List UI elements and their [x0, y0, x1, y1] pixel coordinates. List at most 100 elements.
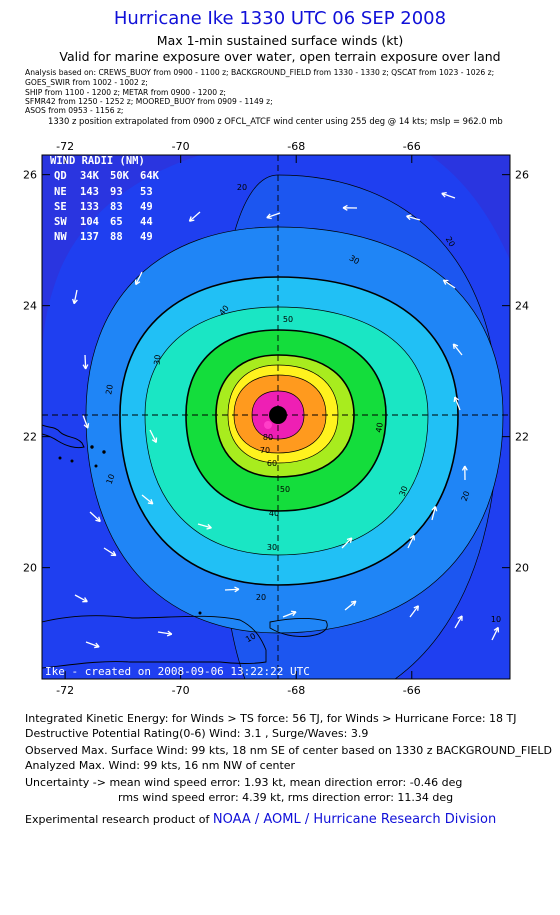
- subtitle-units: Max 1-min sustained surface winds (kt): [156, 33, 404, 48]
- y-tick-label-right: 22: [515, 431, 529, 444]
- wind-arrow: [441, 191, 456, 199]
- contour-label-50: 50: [283, 315, 293, 324]
- x-tick-label-top: -68: [287, 140, 305, 153]
- wind-contour-map: 1010102020202020303030304040405050607080…: [23, 140, 529, 697]
- wind-radii-col-34k: 34K: [80, 170, 100, 182]
- wind-arrow: [409, 605, 420, 618]
- x-tick-label-bottom: -66: [403, 684, 421, 697]
- x-tick-label-top: -66: [403, 140, 421, 153]
- wind-arrow: [407, 534, 415, 549]
- credit-line: Experimental research product of NOAA / …: [25, 812, 496, 827]
- wind-radii-cell: 53: [140, 186, 153, 198]
- wind-arrow: [188, 211, 201, 222]
- contour-label-40: 40: [374, 422, 385, 434]
- created-label: Ike - created on 2008-09-06 13:22:22 UTC: [45, 665, 310, 678]
- wind-radii-cell: 104: [80, 216, 99, 228]
- analyzed-max-wind-line: Analyzed Max. Wind: 99 kts, 16 nm NW of …: [25, 759, 296, 772]
- wind-arrow: [282, 610, 297, 618]
- wind-arrow: [82, 414, 90, 429]
- wind-arrow: [266, 212, 281, 220]
- contour-label-20: 20: [460, 490, 472, 503]
- ike-line: Integrated Kinetic Energy: for Winds > T…: [25, 712, 517, 725]
- y-tick-label-right: 24: [515, 300, 529, 313]
- wind-arrow: [74, 594, 88, 603]
- analysis-line: ASOS from 0953 - 1156 z;: [25, 106, 124, 115]
- contour-label-30: 30: [398, 485, 410, 498]
- contour-label-20: 20: [444, 235, 457, 248]
- contour-label-80: 80: [263, 433, 273, 442]
- wind-radii-col-50k: 50K: [110, 170, 130, 182]
- x-tick-label-top: -70: [172, 140, 190, 153]
- nw-low-wind-corner: [42, 155, 200, 360]
- analysis-line: SHIP from 1100 - 1200 z; METAR from 0900…: [25, 88, 226, 97]
- wind-arrow: [406, 214, 421, 221]
- wind-radii-cell: 88: [110, 231, 123, 243]
- analysis-line: SFMR42 from 1250 - 1252 z; MOORED_BUOY f…: [25, 97, 273, 106]
- wind-arrow: [157, 630, 173, 637]
- wind-arrow: [342, 204, 358, 211]
- wind-arrow: [134, 271, 143, 286]
- wind-arrow: [452, 343, 463, 356]
- wind-radii-cell: 44: [140, 216, 153, 228]
- uncertainty-line: Uncertainty -> mean wind speed error: 1.…: [25, 776, 463, 789]
- contour-label-40: 40: [269, 509, 279, 518]
- y-tick-label-left: 26: [23, 169, 37, 182]
- contour-label-30: 30: [267, 543, 277, 552]
- contour-label-30: 30: [153, 354, 163, 365]
- wind-arrow: [103, 547, 117, 557]
- wind-arrow: [344, 600, 357, 611]
- contour-label-20: 20: [104, 384, 115, 396]
- subtitle-validity: Valid for marine exposure over water, op…: [59, 49, 501, 64]
- wind-radii-cell: 65: [110, 216, 123, 228]
- contour-label-60: 60: [267, 459, 277, 468]
- x-tick-label-bottom: -70: [172, 684, 190, 697]
- credit-prefix: Experimental research product of: [25, 813, 213, 826]
- wind-radii-cell: NW: [54, 231, 67, 243]
- x-tick-label-bottom: -72: [56, 684, 74, 697]
- max-wind-core: [264, 421, 272, 429]
- wind-arrow: [442, 279, 456, 289]
- analysis-line: Analysis based on: CREWS_BUOY from 0900 …: [25, 68, 495, 77]
- wind-vectors: [72, 191, 500, 649]
- contour-label-10: 10: [244, 631, 257, 644]
- wind-arrow: [431, 505, 438, 521]
- x-tick-label-top: -72: [56, 140, 74, 153]
- ne-low-wind-corner: [430, 155, 510, 260]
- contour-label-30: 30: [348, 253, 361, 266]
- wind-arrow: [491, 626, 500, 641]
- wind-radii-table: WIND RADII (NM) QD 34K 50K 64K NE 143 93 53…: [50, 155, 160, 243]
- contour-label-70: 70: [260, 446, 270, 455]
- analysis-line: GOES_SWIR from 1002 - 1002 z;: [25, 78, 148, 87]
- wind-radii-header: WIND RADII (NM): [50, 155, 145, 167]
- position-note: 1330 z position extrapolated from 0900 z…: [48, 116, 503, 126]
- wind-arrow: [72, 289, 78, 305]
- page-title: Hurricane Ike 1330 UTC 06 SEP 2008: [113, 8, 447, 29]
- wind-radii-cell: 49: [140, 231, 153, 243]
- x-tick-label-bottom: -68: [287, 684, 305, 697]
- credit-org-link[interactable]: NOAA / AOML / Hurricane Research Divisio…: [212, 812, 497, 827]
- wind-radii-cell: 93: [110, 186, 123, 198]
- plot-frame: [41, 154, 511, 680]
- axis-ticks: [42, 155, 510, 679]
- contour-label-20: 20: [256, 593, 266, 602]
- y-tick-label-left: 22: [23, 431, 37, 444]
- wind-arrow: [454, 615, 463, 629]
- wind-radii-cell: 49: [140, 201, 153, 213]
- contour-label-50: 50: [280, 485, 290, 494]
- wind-arrow: [341, 537, 353, 549]
- wind-arrow: [461, 465, 468, 481]
- axis-tick-labels: -72 -72 -70 -70 -68 -68 -66 -66 26 26 24 24 22 22 20 20: [23, 140, 529, 697]
- wind-radii-col-64k: 64K: [140, 170, 160, 182]
- wind-arrow: [89, 511, 101, 523]
- wind-radii-col-qd: QD: [54, 170, 67, 182]
- wind-arrow: [224, 586, 240, 593]
- wind-radii-cell: 83: [110, 201, 123, 213]
- wind-radii-cell: NE: [54, 186, 67, 198]
- observed-max-wind-line: Observed Max. Surface Wind: 99 kts, 18 n…: [25, 744, 553, 757]
- y-tick-label-left: 20: [23, 562, 37, 575]
- y-tick-label-left: 24: [23, 300, 37, 313]
- wind-arrow: [197, 523, 212, 530]
- wind-radii-cell: 137: [80, 231, 99, 243]
- contour-label-10: 10: [105, 473, 117, 486]
